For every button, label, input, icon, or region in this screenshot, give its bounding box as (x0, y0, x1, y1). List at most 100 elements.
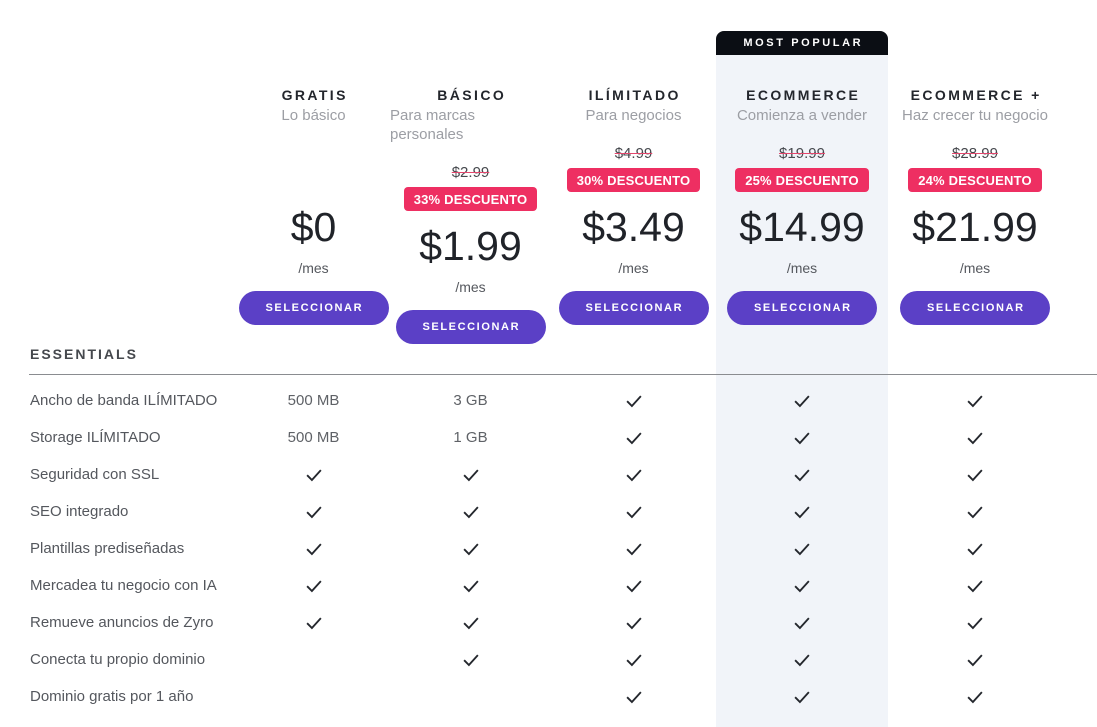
feature-cell (551, 493, 716, 530)
plan-name: ECOMMERCE + (910, 87, 1042, 103)
feature-cell (716, 493, 888, 530)
select-plan-button[interactable]: SELECCIONAR (900, 291, 1050, 325)
feature-cell (888, 530, 1062, 567)
feature-label: Mercadea tu negocio con IA (30, 577, 217, 594)
feature-cell (551, 382, 716, 419)
check-icon (625, 506, 642, 518)
feature-row: Seguridad con SSL (0, 456, 1062, 493)
feature-cell (551, 456, 716, 493)
check-icon (462, 469, 479, 481)
feature-cell (716, 641, 888, 678)
feature-cell (551, 641, 716, 678)
check-icon (462, 506, 479, 518)
check-icon (625, 580, 642, 592)
feature-label: Remueve anuncios de Zyro (30, 614, 214, 631)
feature-cell (237, 530, 390, 567)
check-icon (794, 654, 810, 666)
feature-cell (888, 604, 1062, 641)
check-icon (967, 432, 983, 444)
plan-name: ECOMMERCE (746, 87, 861, 103)
feature-row: Mercadea tu negocio con IA (0, 567, 1062, 604)
check-icon (794, 543, 810, 555)
feature-cell (237, 604, 390, 641)
feature-cell (237, 493, 390, 530)
plan-name: BÁSICO (437, 87, 507, 103)
select-plan-button[interactable]: SELECCIONAR (558, 291, 709, 325)
feature-cell: 500 MB (287, 392, 340, 409)
feature-cell (390, 456, 551, 493)
check-icon (967, 395, 983, 407)
feature-cell (716, 456, 888, 493)
plan-name: GRATIS (281, 87, 348, 103)
feature-label: Plantillas prediseñadas (30, 540, 185, 557)
feature-cell (551, 604, 716, 641)
feature-cell (237, 567, 390, 604)
discount-badge: 24% DESCUENTO (908, 168, 1042, 192)
check-icon (305, 543, 322, 555)
features-table: Ancho de banda ILÍMITADO 500 MB 3 GB Sto… (0, 382, 1062, 715)
discount-badge: 25% DESCUENTO (735, 168, 869, 192)
select-plan-button[interactable]: SELECCIONAR (727, 291, 877, 325)
promo-block: $28.99 24% DESCUENTO (908, 125, 1042, 192)
check-icon (305, 469, 322, 481)
plans-header: GRATIS Lo básico $0 /mes SELECCIONAR BÁS… (0, 0, 1062, 344)
feature-cell (551, 678, 716, 715)
feature-cell (237, 641, 390, 678)
section-divider (29, 374, 1097, 375)
feature-cell (551, 419, 716, 456)
check-icon (625, 469, 642, 481)
feature-row: Dominio gratis por 1 año (0, 678, 1062, 715)
feature-cell (390, 641, 551, 678)
check-icon (625, 543, 642, 555)
plan-subtitle: Haz crecer tu negocio (902, 107, 1048, 124)
discount-badge: 33% DESCUENTO (403, 187, 538, 211)
plan-column: ECOMMERCE + Haz crecer tu negocio $28.99… (888, 0, 1062, 344)
feature-row: Conecta tu propio dominio (0, 641, 1062, 678)
check-icon (794, 506, 810, 518)
old-price: $4.99 (614, 145, 653, 162)
feature-cell (716, 530, 888, 567)
feature-cell (888, 382, 1062, 419)
price-period: /mes (959, 260, 991, 276)
feature-cell (716, 382, 888, 419)
check-icon (794, 691, 810, 703)
feature-cell: 3 GB (453, 392, 488, 409)
check-icon (625, 691, 642, 703)
plan-subtitle: Para marcas personales (390, 107, 476, 143)
feature-label: Storage ILÍMITADO (30, 429, 161, 446)
plan-price: $21.99 (912, 204, 1038, 250)
feature-cell (551, 567, 716, 604)
promo-block: $4.99 30% DESCUENTO (566, 125, 701, 192)
plan-price: $1.99 (419, 223, 522, 269)
feature-cell (390, 678, 551, 715)
check-icon (462, 617, 479, 629)
feature-cell (237, 678, 390, 715)
feature-label: Seguridad con SSL (30, 466, 160, 483)
feature-row: Plantillas prediseñadas (0, 530, 1062, 567)
feature-cell (716, 678, 888, 715)
check-icon (794, 432, 810, 444)
old-price: $28.99 (952, 145, 998, 162)
check-icon (967, 691, 983, 703)
price-period: /mes (786, 260, 818, 276)
old-price: $19.99 (779, 145, 825, 162)
check-icon (794, 395, 810, 407)
select-plan-button[interactable]: SELECCIONAR (238, 291, 389, 325)
feature-cell: 500 MB (287, 429, 340, 446)
check-icon (967, 617, 983, 629)
feature-cell (237, 456, 390, 493)
feature-cell: 1 GB (453, 429, 488, 446)
check-icon (794, 580, 810, 592)
old-price: $2.99 (451, 164, 490, 181)
check-icon (305, 506, 322, 518)
check-icon (625, 395, 642, 407)
feature-cell (716, 567, 888, 604)
check-icon (462, 580, 479, 592)
plan-price: $14.99 (739, 204, 865, 250)
highlighted-column-background (716, 55, 888, 727)
feature-cell (888, 419, 1062, 456)
price-period: /mes (298, 260, 329, 276)
select-plan-button[interactable]: SELECCIONAR (395, 310, 546, 344)
check-icon (967, 469, 983, 481)
